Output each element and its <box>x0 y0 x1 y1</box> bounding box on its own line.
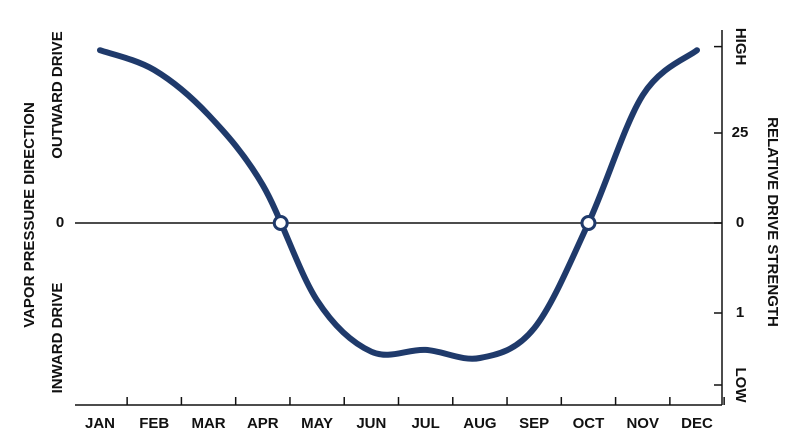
x-tick-label: AUG <box>463 415 496 432</box>
y2-tick-label: LOW <box>732 368 749 404</box>
y2-tick-label: 0 <box>736 214 744 231</box>
x-tick-label: NOV <box>626 415 659 432</box>
region-label: INWARD DRIVE <box>49 283 66 394</box>
x-tick-label: FEB <box>139 415 169 432</box>
y2-tick-label: 1 <box>736 304 744 321</box>
crossing-marker <box>272 215 289 231</box>
x-tick-label: MAY <box>301 415 333 432</box>
y2-tick-label: HIGH <box>732 28 749 66</box>
y-tick-label: 0 <box>56 214 64 231</box>
x-tick-label: OCT <box>573 415 605 432</box>
x-tick-label: DEC <box>681 415 713 432</box>
x-tick-label: JUL <box>411 415 439 432</box>
y2-axis-label: RELATIVE DRIVE STRENGTH <box>764 117 781 327</box>
crossing-marker <box>580 215 597 231</box>
x-tick-label: JUN <box>356 415 386 432</box>
y2-tick-label: 25 <box>732 124 749 141</box>
x-tick-label: SEP <box>519 415 549 432</box>
line <box>97 47 700 362</box>
x-tick-label: MAR <box>191 415 225 432</box>
x-tick-label: JAN <box>85 415 115 432</box>
region-label: OUTWARD DRIVE <box>49 31 66 159</box>
x-tick-label: APR <box>247 415 279 432</box>
y-axis-label: VAPOR PRESSURE DIRECTION <box>21 102 38 328</box>
